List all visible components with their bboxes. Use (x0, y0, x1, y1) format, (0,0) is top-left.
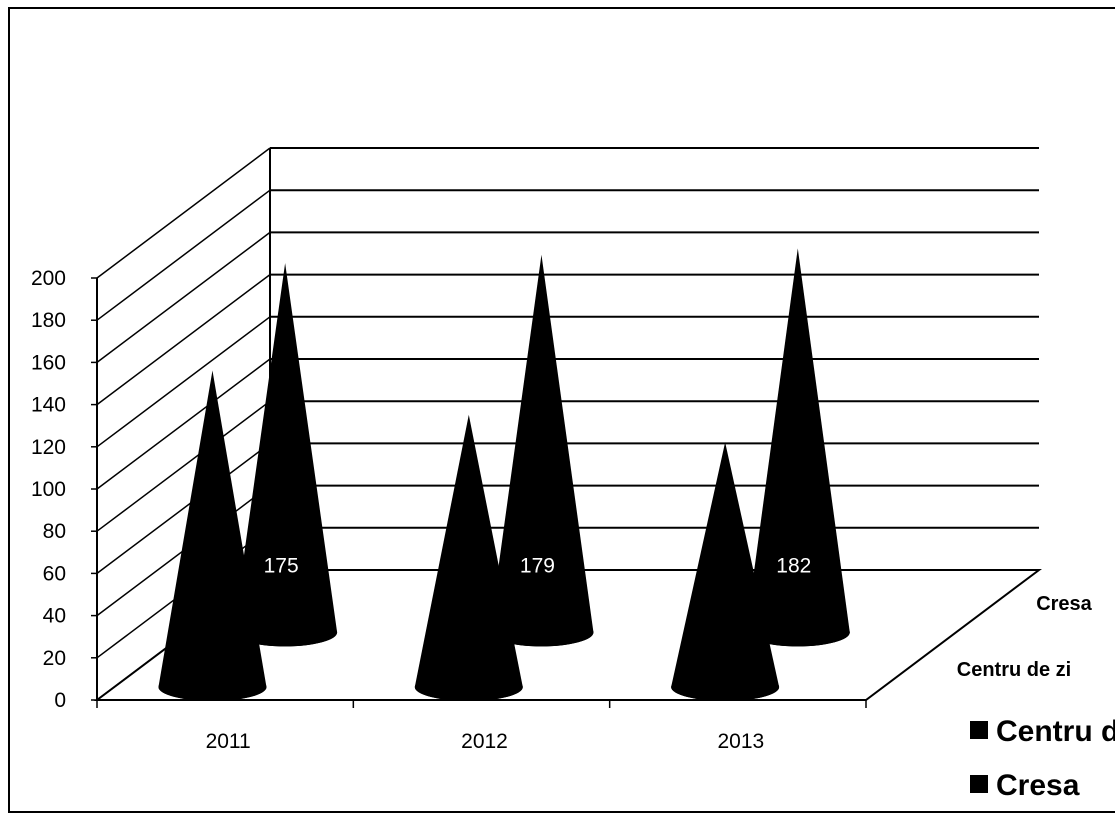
cone-cresa-2011 (233, 263, 338, 647)
legend: Centru de zi Cresa (970, 715, 1115, 802)
y-tick-label: 140 (31, 394, 66, 417)
data-label-cresa-2011: 175 (264, 554, 299, 577)
legend-swatch (970, 721, 988, 739)
legend-label: Cresa (996, 769, 1080, 802)
x-axis-tick-labels: 2011 2012 2013 (206, 730, 765, 753)
cone-body (489, 254, 594, 647)
cone-cresa-2013 (745, 248, 850, 647)
cone-body (414, 414, 523, 701)
y-tick-label: 180 (31, 309, 66, 332)
depth-label: Cresa (1036, 593, 1092, 615)
cone-centru-de-zi-2013 (671, 442, 780, 701)
x-axis-ticks (96, 700, 867, 708)
cone-base (745, 618, 850, 647)
y-tick-label: 80 (43, 520, 66, 543)
legend-swatch (970, 775, 988, 793)
legend-label: Centru de zi (996, 715, 1115, 748)
cone-body (158, 370, 267, 701)
side-gridline (96, 274, 271, 406)
cone-base (671, 673, 780, 701)
side-gridline (96, 189, 271, 321)
cone-body (671, 442, 780, 701)
y-tick-label: 40 (43, 605, 66, 628)
y-tick-label: 120 (31, 436, 66, 459)
cone-cresa-2012 (489, 254, 594, 647)
cone-base (158, 673, 267, 701)
data-labels: 175 179 182 (264, 554, 812, 577)
y-tick-label: 0 (54, 689, 66, 712)
depth-label: Centru de zi (957, 659, 1071, 681)
data-label-cresa-2013: 182 (776, 554, 811, 577)
y-tick-label: 200 (31, 267, 66, 290)
gridlines (96, 147, 1039, 701)
side-gridline (96, 231, 271, 363)
cone-centru-de-zi-2012 (414, 414, 523, 701)
depth-axis-labels: Cresa Centru de zi (957, 593, 1093, 681)
cone-base (489, 618, 594, 647)
side-gridline (96, 316, 271, 448)
x-tick-label: 2011 (206, 730, 251, 753)
cone-centru-de-zi-2011 (158, 370, 267, 701)
x-tick-label: 2012 (461, 730, 508, 753)
side-gridline (96, 147, 271, 279)
series-centru-de-zi (158, 370, 780, 701)
side-gridline (96, 358, 271, 490)
cone-body (745, 248, 850, 647)
series-cresa (233, 248, 850, 647)
side-gridline (96, 400, 271, 532)
y-tick-label: 100 (31, 478, 66, 501)
cone-base (414, 673, 523, 701)
cone-body (233, 263, 338, 647)
y-tick-label: 20 (43, 647, 66, 670)
x-tick-label: 2013 (717, 730, 764, 753)
y-axis-tick-labels: 0 20 40 60 80 100 120 140 160 180 200 (31, 267, 97, 712)
side-gridline (96, 442, 271, 574)
cone-base (233, 618, 338, 647)
data-label-cresa-2012: 179 (520, 554, 555, 577)
y-tick-label: 160 (31, 351, 66, 374)
y-tick-label: 60 (43, 562, 66, 585)
